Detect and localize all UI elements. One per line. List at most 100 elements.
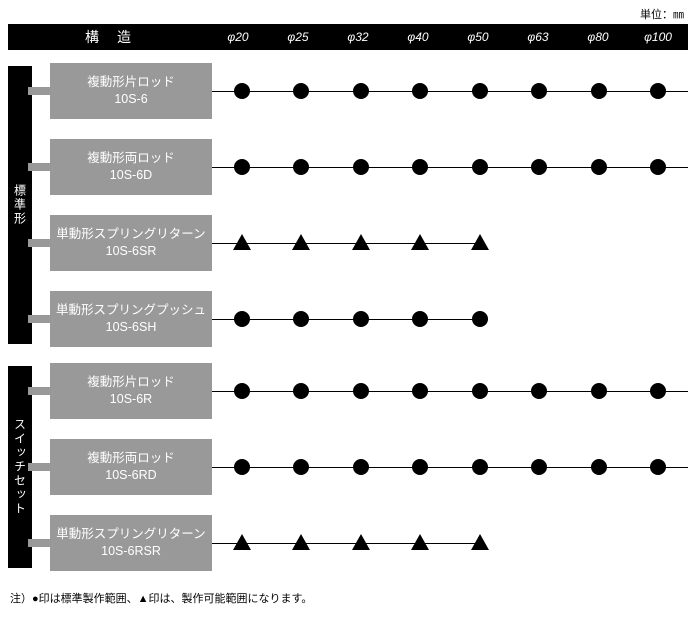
marker-cell — [629, 83, 689, 99]
circle-marker — [412, 311, 428, 327]
marker-cell — [510, 383, 570, 399]
row-code: 10S-6SR — [106, 243, 157, 260]
triangle-marker — [233, 234, 251, 250]
marker-cell — [212, 311, 272, 327]
row-title: 単動形スプリングリターン — [56, 526, 205, 543]
circle-marker — [531, 383, 547, 399]
column-header: φ40 — [388, 30, 448, 44]
line-mask — [480, 541, 688, 546]
row-label-box: 複動形両ロッド10S-6D — [50, 139, 212, 195]
row-code: 10S-6SH — [106, 319, 157, 336]
marker-cell — [569, 159, 629, 175]
header-bar: 構造 φ20φ25φ32φ40φ50φ63φ80φ100 — [8, 24, 688, 50]
marker-cell — [391, 459, 451, 475]
marker-line — [212, 319, 688, 320]
marker-cell — [629, 459, 689, 475]
row-connector — [28, 239, 52, 247]
circle-marker — [293, 159, 309, 175]
triangle-marker — [471, 234, 489, 250]
marker-cell — [450, 459, 510, 475]
marker-line — [212, 91, 688, 92]
marker-cell — [212, 159, 272, 175]
row-connector — [28, 463, 52, 471]
circle-marker — [472, 459, 488, 475]
row-label-box: 単動形スプリングリターン10S-6SR — [50, 215, 212, 271]
marker-cell — [391, 159, 451, 175]
group-rows: 複動形片ロッド10S-6複動形両ロッド10S-6D単動形スプリングリターン10S… — [28, 62, 688, 348]
table-row: 単動形スプリングプッシュ10S-6SH — [28, 290, 688, 348]
circle-marker — [234, 83, 250, 99]
marker-cell — [272, 159, 332, 175]
circle-marker — [531, 83, 547, 99]
marker-cell — [391, 311, 451, 327]
marker-cell — [569, 459, 629, 475]
marker-cell — [272, 537, 332, 550]
unit-label: 単位：㎜ — [640, 6, 684, 22]
marker-cell — [629, 383, 689, 399]
triangle-marker — [352, 234, 370, 250]
row-connector — [28, 87, 52, 95]
marker-cell — [212, 537, 272, 550]
circle-marker — [353, 459, 369, 475]
marker-cell — [450, 159, 510, 175]
row-connector — [28, 315, 52, 323]
circle-marker — [353, 83, 369, 99]
circle-marker — [412, 159, 428, 175]
marker-cell — [391, 83, 451, 99]
circle-marker — [650, 159, 666, 175]
marker-cell — [450, 383, 510, 399]
row-label-box: 単動形スプリングリターン10S-6RSR — [50, 515, 212, 571]
circle-marker — [234, 311, 250, 327]
circle-marker — [591, 83, 607, 99]
row-label-box: 複動形片ロッド10S-6R — [50, 363, 212, 419]
structure-header: 構造 — [8, 27, 208, 47]
column-header: φ63 — [508, 30, 568, 44]
column-header: φ25 — [268, 30, 328, 44]
marker-line — [212, 167, 688, 168]
circle-marker — [412, 459, 428, 475]
circle-marker — [234, 383, 250, 399]
marker-cell — [212, 83, 272, 99]
row-code: 10S-6RD — [105, 467, 156, 484]
circle-marker — [650, 459, 666, 475]
circle-marker — [650, 83, 666, 99]
marker-cell — [391, 537, 451, 550]
column-header: φ100 — [628, 30, 688, 44]
triangle-marker — [471, 534, 489, 550]
circle-marker — [234, 159, 250, 175]
marker-line — [212, 543, 688, 544]
marker-cell — [272, 311, 332, 327]
triangle-marker — [233, 534, 251, 550]
marker-cell — [212, 459, 272, 475]
group: スイッチセット複動形片ロッド10S-6R複動形両ロッド10S-6RD単動形スプリ… — [8, 362, 688, 572]
table-row: 複動形両ロッド10S-6RD — [28, 438, 688, 496]
marker-cell — [212, 383, 272, 399]
marker-cell — [569, 83, 629, 99]
circle-marker — [591, 383, 607, 399]
row-code: 10S-6 — [114, 91, 147, 108]
row-connector — [28, 387, 52, 395]
marker-cell — [331, 311, 391, 327]
row-title: 単動形スプリングプッシュ — [56, 302, 206, 319]
circle-marker — [531, 159, 547, 175]
line-mask — [480, 241, 688, 246]
row-title: 複動形両ロッド — [87, 450, 175, 467]
marker-cell — [272, 383, 332, 399]
marker-cell — [272, 237, 332, 250]
triangle-marker — [411, 534, 429, 550]
column-header: φ50 — [448, 30, 508, 44]
column-header: φ32 — [328, 30, 388, 44]
circle-marker — [472, 311, 488, 327]
row-code: 10S-6RSR — [101, 543, 161, 560]
circle-marker — [353, 159, 369, 175]
circle-marker — [650, 383, 666, 399]
marker-cell — [331, 83, 391, 99]
triangle-marker — [411, 234, 429, 250]
footnote: 注）●印は標準製作範囲、▲印は、製作可能範囲になります。 — [10, 590, 312, 606]
circle-marker — [591, 159, 607, 175]
marker-cell — [569, 383, 629, 399]
group-rows: 複動形片ロッド10S-6R複動形両ロッド10S-6RD単動形スプリングリターン1… — [28, 362, 688, 572]
marker-cell — [510, 459, 570, 475]
marker-cell — [510, 83, 570, 99]
circle-marker — [412, 383, 428, 399]
